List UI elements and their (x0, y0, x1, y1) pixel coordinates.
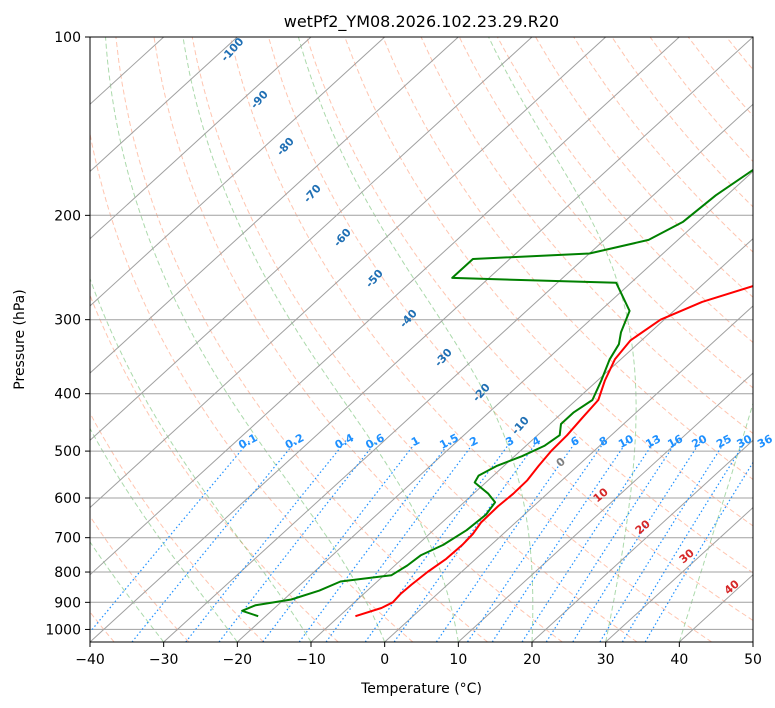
moist-adiabat-line (90, 427, 238, 642)
y-tick-label: 700 (54, 531, 81, 547)
chart-title: wetPf2_YM08.2026.102.23.29.R20 (284, 12, 559, 32)
x-tick-label: 40 (670, 652, 688, 668)
mixing-ratio-label: 25 (714, 432, 734, 451)
mixing-ratio-label: 16 (665, 432, 685, 451)
x-tick-label: 20 (523, 652, 541, 668)
mixing-ratio-line (325, 440, 476, 642)
mixing-ratio-line (521, 440, 656, 642)
isotherm-gridline (90, 37, 753, 642)
isotherm-gridline (457, 372, 753, 642)
isotherm-gridline (90, 37, 312, 240)
mixing-ratio-line (545, 440, 678, 642)
moist-adiabat-line (182, 37, 459, 642)
dry-adiabat-line (306, 37, 753, 574)
mixing-ratio-line (218, 440, 378, 642)
profile-lines (241, 168, 753, 618)
dry-adiabat-line (191, 37, 638, 642)
mixing-ratio-line (491, 440, 629, 642)
mixing-ratio-label: 13 (643, 432, 663, 451)
y-tick-label: 600 (54, 491, 81, 507)
axes: −40 −30 −20 −10 0 10 20 30 40 50 100 200 300 400 500 60… (45, 30, 762, 668)
isotherm-gridline (90, 37, 607, 509)
dry-adiabat-line (535, 37, 753, 298)
isotherm-gridline (605, 506, 753, 642)
dry-adiabat-line (153, 37, 563, 642)
dry-adiabat-line (90, 412, 264, 642)
y-tick-label: 1000 (45, 622, 81, 638)
mixing-ratio-line (131, 440, 297, 642)
mixing-ratio-label: 30 (735, 432, 755, 451)
x-tick-label: −10 (296, 652, 326, 668)
y-tick-label: 500 (54, 444, 81, 460)
x-tick-label: −40 (75, 652, 105, 668)
isotherm-gridline (384, 305, 753, 642)
isotherm-gridline (90, 37, 459, 374)
dry-adiabat-line (496, 37, 753, 344)
isotherm-gridline (531, 439, 753, 642)
x-tick-label: 30 (597, 652, 615, 668)
y-tick-label: 400 (54, 387, 81, 403)
dry-adiabat-line (115, 37, 488, 642)
y-axis-label: Pressure (hPa) (12, 289, 28, 389)
mixing-ratio-line (364, 440, 512, 642)
mixing-ratio-label: 36 (755, 432, 775, 451)
isotherm-gridline (90, 37, 238, 173)
x-tick-label: 0 (380, 652, 389, 668)
isotherm-gridline (90, 37, 386, 307)
x-tick-label: 10 (449, 652, 467, 668)
mixing-ratio-line (90, 440, 251, 633)
isotherm-gridline (163, 103, 753, 642)
moist-adiabat-line (678, 401, 753, 642)
x-tick-label: −20 (223, 652, 253, 668)
mixing-ratio-line (621, 440, 747, 642)
mixing-ratio-line (572, 440, 702, 642)
temperature-profile-line (355, 285, 753, 618)
dewpoint-profile-line (241, 168, 753, 618)
isotherm-gridline (236, 170, 753, 642)
mixing-ratio-line (466, 440, 606, 642)
x-tick-label: 50 (744, 652, 762, 668)
y-tick-label: 900 (54, 595, 81, 611)
x-axis-label: Temperature (°C) (360, 681, 482, 697)
isotherm-gridline (310, 237, 753, 642)
mixing-ratio-line (644, 461, 753, 642)
mixing-ratio-line (599, 440, 727, 642)
y-tick-label: 300 (54, 313, 81, 329)
dry-adiabat-line (268, 37, 753, 622)
plot-frame (89, 36, 754, 643)
mixing-ratio-label: 20 (690, 432, 710, 451)
background-lines (90, 37, 753, 642)
y-tick-label: 200 (54, 208, 81, 224)
y-tick-label: 100 (54, 30, 81, 46)
x-tick-label: −30 (149, 652, 179, 668)
mixing-ratio-label: 10 (616, 432, 636, 451)
moist-adiabat-line (488, 37, 637, 642)
isotherm-gridline (90, 37, 533, 442)
y-tick-label: 800 (54, 565, 81, 581)
isotherm-gridline (90, 37, 680, 576)
mixing-ratio-line (435, 440, 578, 642)
